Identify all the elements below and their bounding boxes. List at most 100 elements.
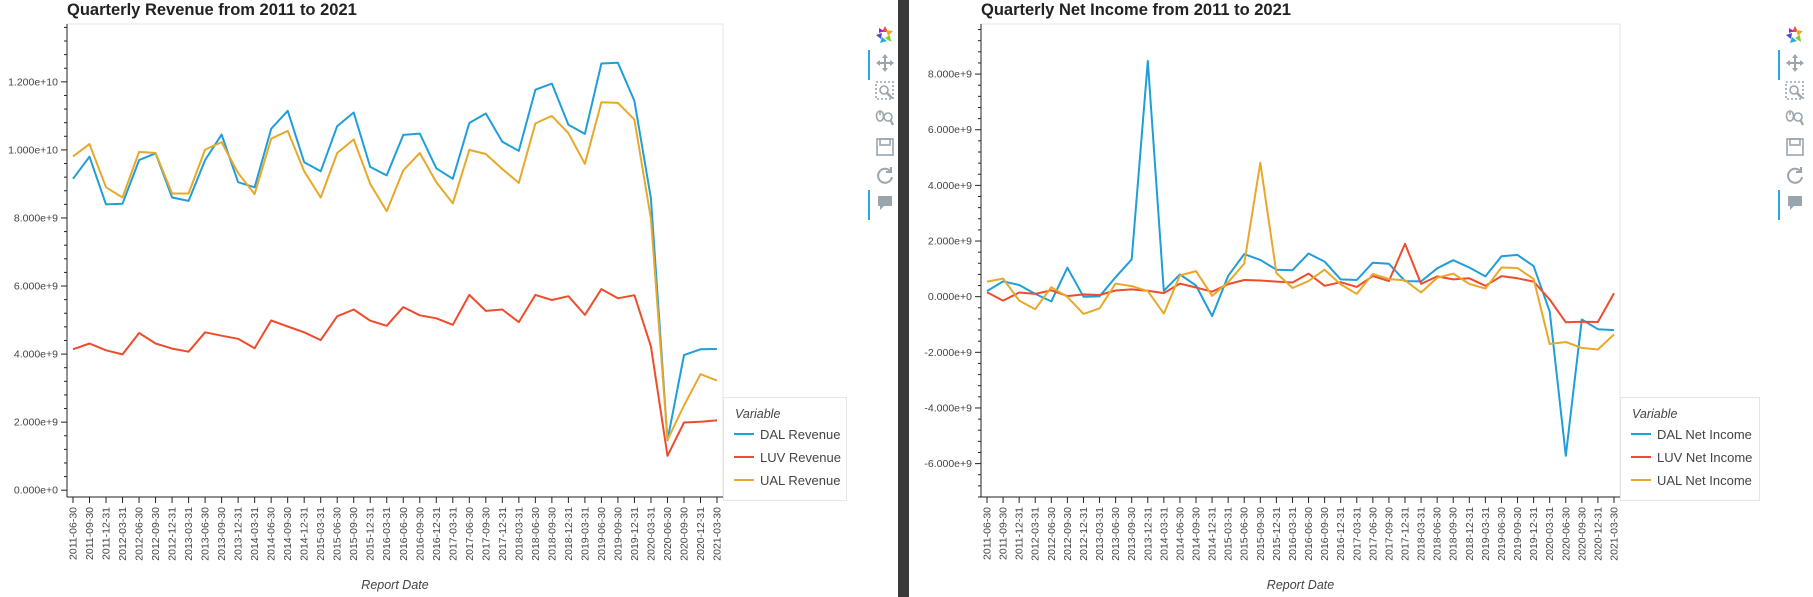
legend-item-ual-revenue[interactable]: UAL Revenue bbox=[734, 471, 840, 489]
y-tick-label: 6.000e+9 bbox=[928, 124, 972, 136]
legend-item-ual-net-income[interactable]: UAL Net Income bbox=[1631, 471, 1752, 489]
x-tick-label: 2013-06-30 bbox=[1110, 507, 1122, 561]
x-tick-label: 2015-03-31 bbox=[315, 507, 327, 561]
pan-tool-icon[interactable] bbox=[1778, 50, 1810, 80]
legend-label: UAL Net Income bbox=[1657, 472, 1752, 488]
x-tick-label: 2019-06-30 bbox=[596, 507, 608, 561]
panel-divider bbox=[898, 0, 909, 597]
x-tick-label: 2016-09-30 bbox=[1319, 507, 1331, 561]
x-tick-label: 2011-09-30 bbox=[84, 507, 96, 560]
x-tick-label: 2015-06-30 bbox=[1239, 507, 1251, 561]
x-tick-label: 2018-06-30 bbox=[530, 507, 542, 561]
legend-swatch bbox=[1631, 433, 1651, 435]
revenue-plot[interactable]: 0.000e+0 2.000e+9 4.000e+9 6.000e+9 8.000e+9… bbox=[0, 0, 898, 597]
x-tick-label: 2019-09-30 bbox=[1512, 507, 1524, 561]
x-tick-label: 2015-09-30 bbox=[1255, 507, 1267, 561]
x-tick-label: 2012-12-31 bbox=[1078, 507, 1090, 561]
x-tick-label: 2014-03-31 bbox=[1158, 507, 1170, 561]
y-tick-label: -2.000e+9 bbox=[924, 347, 972, 359]
x-tick-label: 2018-03-31 bbox=[513, 507, 525, 561]
series-line-luv-revenue bbox=[72, 288, 718, 457]
x-tick-label: 2020-12-31 bbox=[695, 507, 707, 561]
chart-legend: Variable DAL Revenue LUV Revenue UAL Rev… bbox=[723, 397, 847, 501]
x-tick-label: 2020-09-30 bbox=[1576, 507, 1588, 561]
reset-icon[interactable] bbox=[1780, 162, 1810, 188]
legend-item-dal-revenue[interactable]: DAL Revenue bbox=[734, 425, 840, 443]
y-tick-label: 0.000e+0 bbox=[14, 485, 58, 497]
bokeh-logo-icon[interactable] bbox=[1780, 22, 1810, 48]
legend-item-dal-net-income[interactable]: DAL Net Income bbox=[1631, 425, 1752, 443]
legend-swatch bbox=[734, 456, 754, 458]
wheel-zoom-icon[interactable] bbox=[1780, 106, 1810, 132]
series-line-dal-net-income bbox=[986, 60, 1615, 457]
x-tick-label: 2013-03-31 bbox=[1094, 507, 1106, 561]
x-tick-label: 2014-12-31 bbox=[299, 507, 311, 561]
y-tick-label: 0.000e+0 bbox=[928, 291, 972, 303]
y-tick-label: 6.000e+9 bbox=[14, 281, 58, 293]
series-line-ual-net-income bbox=[986, 161, 1615, 351]
legend-swatch bbox=[1631, 479, 1651, 481]
x-tick-label: 2012-09-30 bbox=[1062, 507, 1074, 561]
box-zoom-icon[interactable] bbox=[1780, 78, 1810, 104]
x-tick-label: 2021-03-30 bbox=[1609, 507, 1621, 561]
x-tick-label: 2017-03-31 bbox=[447, 507, 459, 561]
x-tick-label: 2011-06-30 bbox=[982, 507, 994, 560]
chart-title: Quarterly Net Income from 2011 to 2021 bbox=[981, 1, 1291, 19]
x-tick-label: 2021-03-30 bbox=[712, 507, 724, 561]
legend-label: DAL Net Income bbox=[1657, 426, 1752, 442]
hover-tool-icon[interactable] bbox=[1778, 190, 1810, 220]
y-tick-label: -4.000e+9 bbox=[924, 402, 972, 414]
x-tick-label: 2020-09-30 bbox=[678, 507, 690, 561]
x-axis-label: Report Date bbox=[1267, 578, 1334, 592]
x-tick-label: 2013-03-31 bbox=[183, 507, 195, 561]
x-tick-label: 2016-03-31 bbox=[1287, 507, 1299, 561]
legend-label: UAL Revenue bbox=[760, 472, 841, 488]
x-tick-label: 2011-06-30 bbox=[68, 507, 80, 560]
reset-icon[interactable] bbox=[870, 162, 900, 188]
x-tick-label: 2018-09-30 bbox=[1448, 507, 1460, 561]
x-tick-label: 2012-06-30 bbox=[134, 507, 146, 561]
x-tick-label: 2017-03-31 bbox=[1351, 507, 1363, 561]
x-tick-label: 2013-12-31 bbox=[1142, 507, 1154, 561]
x-tick-label: 2014-12-31 bbox=[1207, 507, 1219, 561]
x-tick-label: 2019-03-31 bbox=[1480, 507, 1492, 561]
wheel-zoom-icon[interactable] bbox=[870, 106, 900, 132]
x-tick-label: 2017-09-30 bbox=[1383, 507, 1395, 561]
legend-label: LUV Net Income bbox=[1657, 449, 1753, 465]
y-tick-label: 8.000e+9 bbox=[14, 212, 58, 224]
y-tick-label: 4.000e+9 bbox=[14, 349, 58, 361]
bokeh-logo-icon[interactable] bbox=[870, 22, 900, 48]
x-tick-label: 2014-09-30 bbox=[1191, 507, 1203, 561]
hover-tool-icon[interactable] bbox=[868, 190, 900, 220]
x-tick-label: 2012-06-30 bbox=[1046, 507, 1058, 561]
x-tick-label: 2016-06-30 bbox=[1303, 507, 1315, 561]
series-line-luv-net-income bbox=[986, 242, 1615, 324]
x-tick-label: 2020-03-31 bbox=[645, 507, 657, 561]
x-tick-label: 2011-12-31 bbox=[1014, 507, 1026, 560]
x-tick-label: 2017-06-30 bbox=[464, 507, 476, 561]
box-zoom-icon[interactable] bbox=[870, 78, 900, 104]
x-tick-label: 2018-06-30 bbox=[1432, 507, 1444, 561]
y-tick-label: 4.000e+9 bbox=[928, 180, 972, 192]
x-tick-label: 2013-09-30 bbox=[1126, 507, 1138, 561]
legend-swatch bbox=[1631, 456, 1651, 458]
chart-legend: Variable DAL Net Income LUV Net Income U… bbox=[1620, 397, 1760, 501]
y-tick-label: 1.000e+10 bbox=[8, 144, 58, 156]
y-tick-label: 1.200e+10 bbox=[8, 76, 58, 88]
x-tick-label: 2013-12-31 bbox=[233, 507, 245, 561]
x-tick-label: 2018-12-31 bbox=[563, 507, 575, 561]
y-tick-label: -6.000e+9 bbox=[924, 458, 972, 470]
legend-item-luv-net-income[interactable]: LUV Net Income bbox=[1631, 448, 1752, 466]
x-axis-label: Report Date bbox=[361, 578, 428, 592]
net-income-plot[interactable]: -6.000e+9 -4.000e+9 -2.000e+9 0.000e+0 2.000… bbox=[909, 0, 1813, 597]
pan-tool-icon[interactable] bbox=[868, 50, 900, 80]
y-tick-label: 2.000e+9 bbox=[14, 417, 58, 429]
save-icon[interactable] bbox=[1780, 134, 1810, 160]
x-tick-label: 2012-03-31 bbox=[117, 507, 129, 561]
legend-swatch bbox=[734, 433, 754, 435]
legend-title: Variable bbox=[1632, 407, 1678, 421]
save-icon[interactable] bbox=[870, 134, 900, 160]
legend-item-luv-revenue[interactable]: LUV Revenue bbox=[734, 448, 841, 466]
x-tick-label: 2020-03-31 bbox=[1544, 507, 1556, 561]
x-tick-label: 2016-12-31 bbox=[1335, 507, 1347, 561]
